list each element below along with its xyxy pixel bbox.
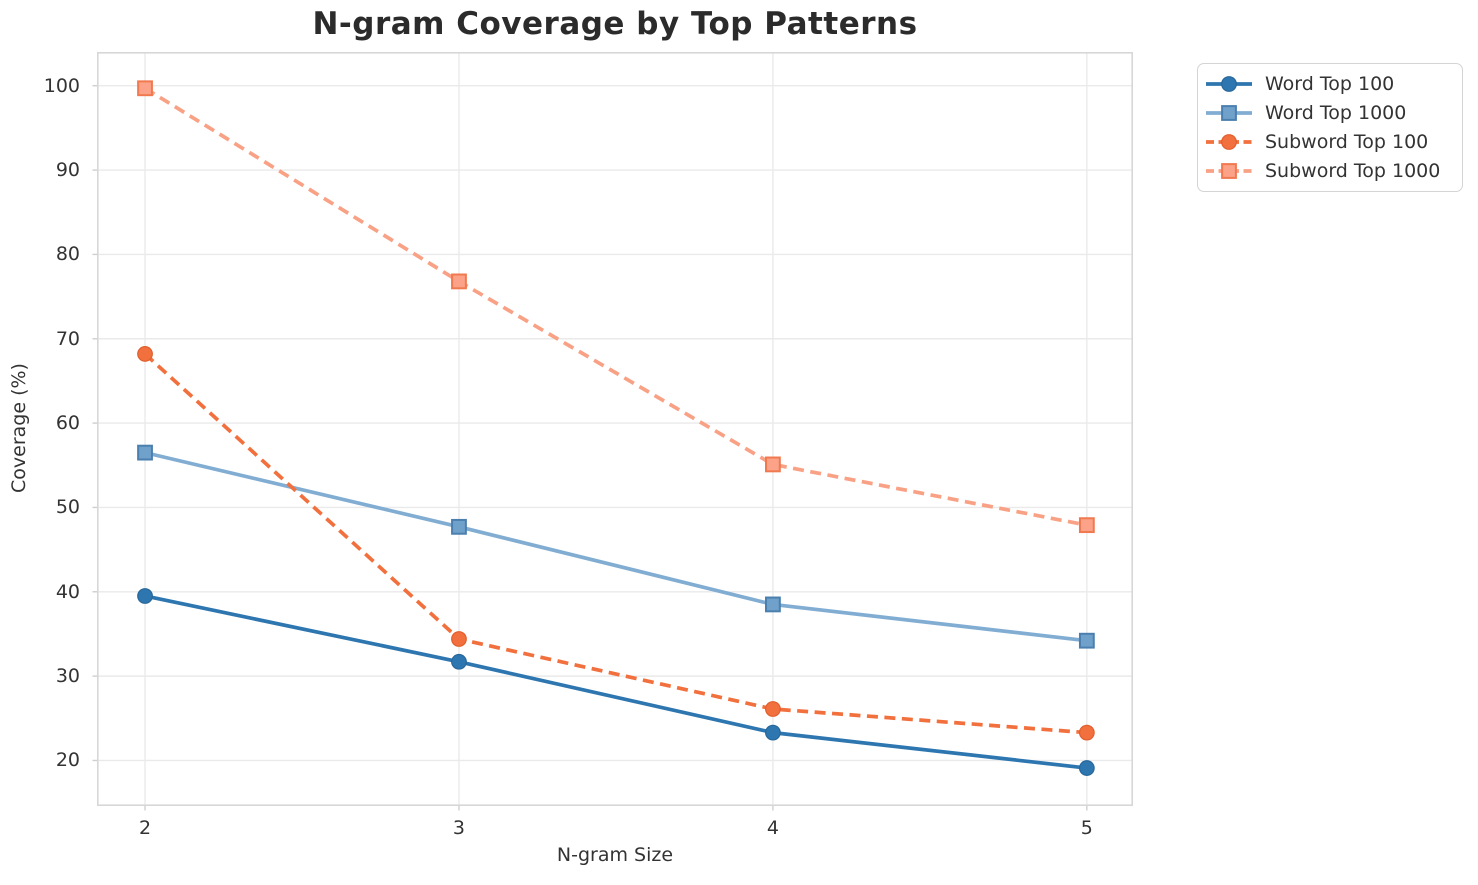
- legend-item-subword-top-1000: Subword Top 1000: [1205, 157, 1462, 186]
- data-point-subword-top-1000: [765, 456, 781, 473]
- data-point-subword-top-100: [1078, 724, 1095, 741]
- data-point-subword-top-100: [137, 346, 153, 362]
- plot-area: [92, 52, 1134, 811]
- x-tick-label: 4: [766, 817, 779, 839]
- data-point-word-top-1000: [1078, 632, 1095, 649]
- data-point-word-top-100: [765, 724, 781, 741]
- y-tick-label: 100: [43, 74, 80, 97]
- legend-marker-icon: [1221, 105, 1237, 121]
- data-point-subword-top-100: [765, 701, 781, 717]
- x-axis-label: N-gram Size: [556, 844, 674, 866]
- data-point-word-top-1000: [765, 596, 781, 613]
- series-line-word-top-100: [144, 594, 1088, 770]
- y-tick-label: 80: [55, 243, 80, 266]
- x-tick-label: 5: [1080, 817, 1093, 839]
- y-tick-label: 70: [55, 327, 80, 350]
- legend-swatch-subword-top-1000: [1206, 163, 1252, 179]
- y-tick-label: 40: [55, 580, 80, 603]
- legend-label: Subword Top 1000: [1265, 160, 1441, 182]
- x-tick-label: 3: [452, 817, 466, 839]
- data-point-word-top-1000: [137, 444, 153, 461]
- legend-swatch-subword-top-100: [1206, 134, 1252, 150]
- legend-marker-icon: [1221, 134, 1237, 150]
- data-point-subword-top-1000: [451, 273, 467, 290]
- axes-spines: [97, 52, 1134, 807]
- legend-swatch-word-top-1000: [1206, 105, 1252, 121]
- y-tick-label: 60: [55, 412, 80, 435]
- chart-title: N-gram Coverage by Top Patterns: [312, 6, 918, 42]
- series-line-subword-top-100: [143, 352, 1087, 735]
- legend-item-word-top-100: Word Top 100: [1205, 70, 1462, 99]
- legend-item-subword-top-100: Subword Top 100: [1205, 128, 1462, 157]
- data-point-subword-top-100: [451, 631, 467, 647]
- y-tick-label: 20: [55, 749, 80, 772]
- data-point-word-top-100: [137, 588, 153, 604]
- legend-label: Subword Top 100: [1265, 131, 1429, 153]
- legend-swatch-word-top-100: [1206, 76, 1252, 92]
- y-tick-label: 90: [55, 159, 80, 182]
- data-point-subword-top-1000: [137, 80, 153, 97]
- series-line-subword-top-1000: [144, 86, 1088, 527]
- legend-marker-icon: [1221, 163, 1237, 179]
- data-point-word-top-100: [1078, 760, 1095, 776]
- x-tick-label: 2: [138, 817, 152, 839]
- data-point-subword-top-1000: [1078, 517, 1095, 534]
- data-point-word-top-1000: [451, 518, 467, 535]
- legend-item-word-top-1000: Word Top 1000: [1205, 99, 1462, 128]
- legend-marker-icon: [1221, 76, 1237, 92]
- legend-label: Word Top 100: [1265, 73, 1395, 95]
- series-line-word-top-1000: [144, 450, 1088, 643]
- y-tick-label: 30: [55, 665, 80, 688]
- data-point-word-top-100: [451, 653, 467, 670]
- legend: Word Top 100 Word Top 1000 Subword Top 100…: [1197, 63, 1463, 192]
- y-tick-label: 50: [55, 496, 80, 519]
- legend-label: Word Top 1000: [1265, 102, 1407, 124]
